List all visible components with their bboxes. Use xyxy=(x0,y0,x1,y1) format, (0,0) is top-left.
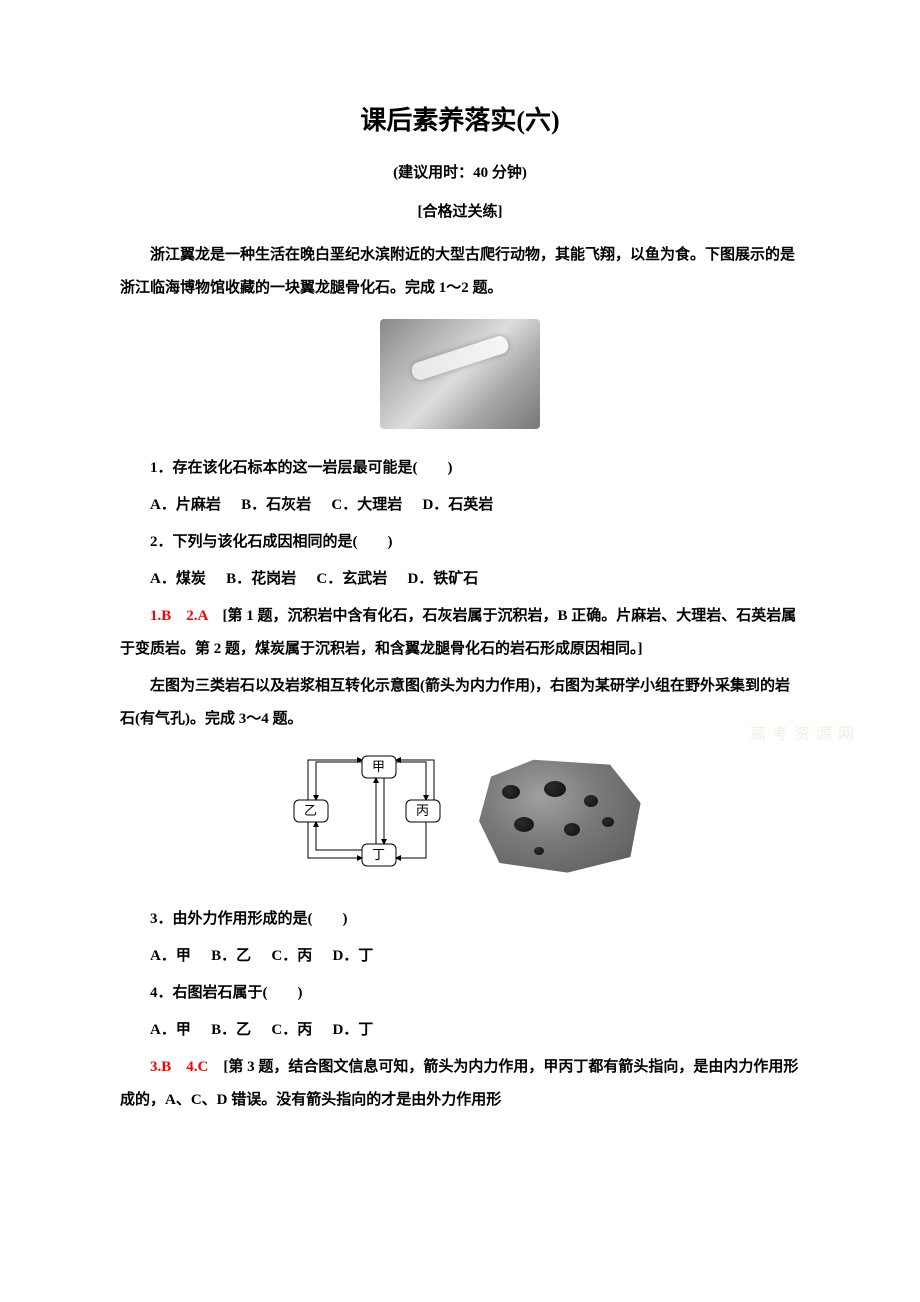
rock-cycle-diagram: 甲 乙 丙 丁 xyxy=(276,750,456,880)
q3-opt-c: C．丙 xyxy=(271,948,312,964)
question-2-options: A．煤炭 B．花岗岩 C．玄武岩 D．铁矿石 xyxy=(120,563,800,596)
q3-opt-d: D．丁 xyxy=(332,948,373,964)
node-ding: 丁 xyxy=(372,847,385,862)
question-1-options: A．片麻岩 B．石灰岩 C．大理岩 D．石英岩 xyxy=(120,489,800,522)
answer-label-12: 1.B 2.A xyxy=(150,608,208,624)
q3-opt-b: B．乙 xyxy=(211,948,251,964)
section-label: [合格过关练] xyxy=(120,200,800,221)
answer-label-34: 3.B 4.C xyxy=(150,1059,208,1075)
answer-body-34: [第 3 题，结合图文信息可知，箭头为内力作用，甲丙丁都有箭头指向，是由内力作用… xyxy=(120,1059,798,1108)
q4-opt-c: C．丙 xyxy=(271,1022,312,1038)
question-3-options: A．甲 B．乙 C．丙 D．丁 xyxy=(120,940,800,973)
q2-opt-b: B．花岗岩 xyxy=(226,571,296,587)
node-yi: 乙 xyxy=(304,803,317,818)
q4-opt-a: A．甲 xyxy=(150,1022,191,1038)
question-1-stem: 1．存在该化石标本的这一岩层最可能是( ) xyxy=(120,452,800,485)
intro-paragraph-1: 浙江翼龙是一种生活在晚白垩纪水滨附近的大型古爬行动物，其能飞翔，以鱼为食。下图展… xyxy=(120,239,800,305)
question-4-options: A．甲 B．乙 C．丙 D．丁 xyxy=(120,1014,800,1047)
question-4-stem: 4．右图岩石属于( ) xyxy=(120,977,800,1010)
answer-body-12: [第 1 题，沉积岩中含有化石，石灰岩属于沉积岩，B 正确。片麻岩、大理岩、石英… xyxy=(120,608,796,657)
answer-explanation-34: 3.B 4.C [第 3 题，结合图文信息可知，箭头为内力作用，甲丙丁都有箭头指… xyxy=(120,1051,800,1117)
diagram-wrap: 甲 乙 丙 丁 高考资源网 xyxy=(120,750,800,885)
watermark-text: 高考资源网 xyxy=(750,720,860,744)
node-bing: 丙 xyxy=(416,803,429,818)
q2-opt-c: C．玄武岩 xyxy=(316,571,387,587)
page-title: 课后素养落实(六) xyxy=(120,100,800,137)
time-suggestion: (建议用时：40 分钟) xyxy=(120,161,800,182)
q1-opt-b: B．石灰岩 xyxy=(241,497,311,513)
q2-opt-d: D．铁矿石 xyxy=(407,571,478,587)
q1-opt-c: C．大理岩 xyxy=(331,497,402,513)
q4-opt-b: B．乙 xyxy=(211,1022,251,1038)
q2-opt-a: A．煤炭 xyxy=(150,571,206,587)
fossil-image-wrap xyxy=(120,319,800,434)
fossil-image xyxy=(380,319,540,429)
question-2-stem: 2．下列与该化石成因相同的是( ) xyxy=(120,526,800,559)
q1-opt-a: A．片麻岩 xyxy=(150,497,221,513)
node-jia: 甲 xyxy=(372,759,385,774)
answer-explanation-12: 1.B 2.A [第 1 题，沉积岩中含有化石，石灰岩属于沉积岩，B 正确。片麻… xyxy=(120,600,800,666)
rock-sample-image xyxy=(474,755,644,875)
q3-opt-a: A．甲 xyxy=(150,948,191,964)
q4-opt-d: D．丁 xyxy=(332,1022,373,1038)
question-3-stem: 3．由外力作用形成的是( ) xyxy=(120,903,800,936)
q1-opt-d: D．石英岩 xyxy=(422,497,493,513)
intro-paragraph-2: 左图为三类岩石以及岩浆相互转化示意图(箭头为内力作用)，右图为某研学小组在野外采… xyxy=(120,670,800,736)
